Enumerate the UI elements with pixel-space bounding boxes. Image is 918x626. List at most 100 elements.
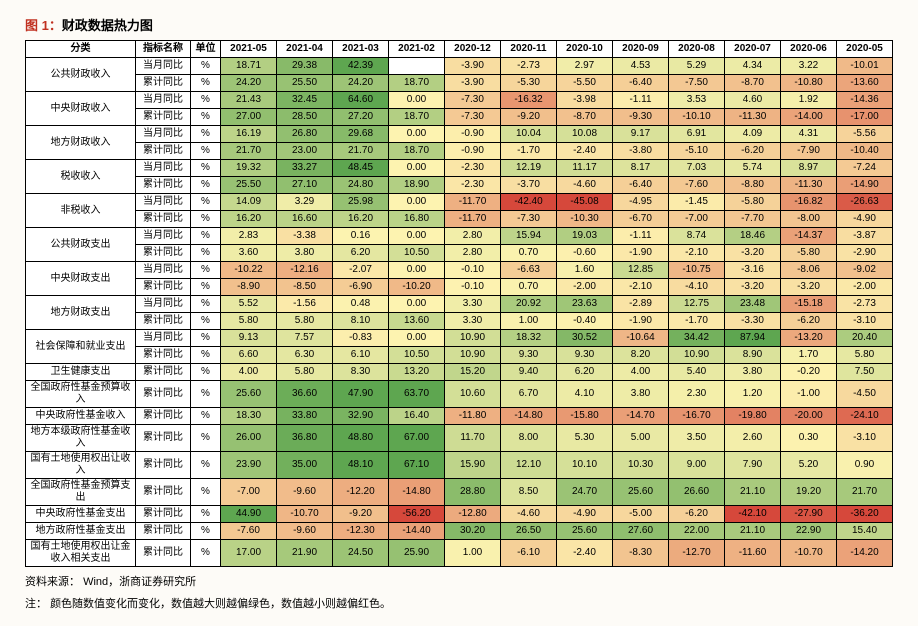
value-cell: -9.20 (333, 506, 389, 523)
value-cell: -19.80 (725, 408, 781, 425)
value-cell: 0.00 (389, 296, 445, 313)
value-cell: 24.80 (333, 177, 389, 194)
value-cell: -10.20 (389, 279, 445, 296)
value-cell: -10.01 (837, 58, 893, 75)
value-cell: 47.90 (333, 381, 389, 408)
value-cell: -3.10 (837, 425, 893, 452)
hdr-period: 2020-12 (445, 41, 501, 58)
unit-cell: % (191, 160, 221, 177)
value-cell: 8.30 (333, 364, 389, 381)
value-cell: 5.29 (669, 58, 725, 75)
value-cell: 64.60 (333, 92, 389, 109)
value-cell: 0.00 (389, 262, 445, 279)
value-cell: 13.20 (389, 364, 445, 381)
indicator-cell: 累计同比 (136, 245, 191, 262)
value-cell: -42.10 (725, 506, 781, 523)
indicator-cell: 当月同比 (136, 228, 191, 245)
value-cell: 5.74 (725, 160, 781, 177)
value-cell: -14.20 (837, 540, 893, 567)
value-cell: -7.50 (669, 75, 725, 92)
value-cell: 2.30 (669, 381, 725, 408)
value-cell: 2.80 (445, 228, 501, 245)
value-cell: 10.50 (389, 347, 445, 364)
table-row: 国有土地使用权出让金收入相关支出累计同比%17.0021.9024.5025.9… (26, 540, 893, 567)
value-cell: -7.00 (221, 479, 277, 506)
indicator-cell: 累计同比 (136, 381, 191, 408)
value-cell: -0.20 (781, 364, 837, 381)
heatmap-table: 分类 指标名称 单位 2021-052021-042021-032021-022… (25, 40, 893, 567)
value-cell: 21.70 (333, 143, 389, 160)
value-cell: 3.29 (277, 194, 333, 211)
value-cell: 20.40 (837, 330, 893, 347)
value-cell: 8.74 (669, 228, 725, 245)
value-cell: -1.70 (669, 313, 725, 330)
value-cell: 0.00 (389, 160, 445, 177)
value-cell: -8.70 (557, 109, 613, 126)
unit-cell: % (191, 109, 221, 126)
value-cell: 18.70 (389, 75, 445, 92)
title-prefix: 图 1： (25, 18, 62, 33)
note-text: 颜色随数值变化而变化，数值越大则越偏绿色，数值越小则越偏红色。 (50, 598, 391, 610)
value-cell: 36.60 (277, 381, 333, 408)
value-cell: 21.10 (725, 479, 781, 506)
category-cell: 地方本级政府性基金收入 (26, 425, 136, 452)
value-cell: 3.30 (445, 313, 501, 330)
unit-cell: % (191, 381, 221, 408)
hdr-period: 2020-05 (837, 41, 893, 58)
value-cell: -3.10 (837, 313, 893, 330)
unit-cell: % (191, 523, 221, 540)
value-cell: -10.70 (781, 540, 837, 567)
value-cell: -42.40 (501, 194, 557, 211)
value-cell: -13.20 (781, 330, 837, 347)
value-cell: -26.63 (837, 194, 893, 211)
value-cell: 23.48 (725, 296, 781, 313)
value-cell: -3.38 (277, 228, 333, 245)
hdr-unit: 单位 (191, 41, 221, 58)
value-cell: -11.70 (445, 194, 501, 211)
value-cell: 10.30 (613, 452, 669, 479)
value-cell: 63.70 (389, 381, 445, 408)
hdr-period: 2020-08 (669, 41, 725, 58)
value-cell: 18.30 (221, 408, 277, 425)
value-cell: 32.45 (277, 92, 333, 109)
value-cell: -7.30 (445, 92, 501, 109)
hdr-period: 2020-11 (501, 41, 557, 58)
indicator-cell: 累计同比 (136, 279, 191, 296)
value-cell: -8.90 (221, 279, 277, 296)
value-cell: -4.90 (837, 211, 893, 228)
value-cell: 27.10 (277, 177, 333, 194)
value-cell: 12.19 (501, 160, 557, 177)
category-cell: 公共财政收入 (26, 58, 136, 92)
value-cell: 5.40 (669, 364, 725, 381)
indicator-cell: 当月同比 (136, 126, 191, 143)
value-cell: -10.70 (277, 506, 333, 523)
value-cell: -5.80 (781, 245, 837, 262)
indicator-cell: 累计同比 (136, 75, 191, 92)
value-cell: -3.98 (557, 92, 613, 109)
unit-cell: % (191, 279, 221, 296)
value-cell: -1.56 (277, 296, 333, 313)
value-cell: 27.20 (333, 109, 389, 126)
value-cell: -3.20 (725, 279, 781, 296)
value-cell: -10.40 (837, 143, 893, 160)
unit-cell: % (191, 92, 221, 109)
value-cell: 19.32 (221, 160, 277, 177)
value-cell: -11.80 (445, 408, 501, 425)
value-cell: 36.80 (277, 425, 333, 452)
unit-cell: % (191, 75, 221, 92)
value-cell: -2.90 (837, 245, 893, 262)
value-cell: 3.53 (669, 92, 725, 109)
value-cell: 4.00 (221, 364, 277, 381)
value-cell: 9.13 (221, 330, 277, 347)
value-cell: 6.60 (221, 347, 277, 364)
value-cell: -3.20 (781, 279, 837, 296)
value-cell: -5.00 (613, 506, 669, 523)
category-cell: 全国政府性基金预算支出 (26, 479, 136, 506)
value-cell: -9.20 (501, 109, 557, 126)
value-cell: 4.60 (725, 92, 781, 109)
value-cell: -2.10 (613, 279, 669, 296)
value-cell: -2.89 (613, 296, 669, 313)
value-cell: 48.80 (333, 425, 389, 452)
value-cell: 10.90 (445, 330, 501, 347)
hdr-period: 2021-05 (221, 41, 277, 58)
